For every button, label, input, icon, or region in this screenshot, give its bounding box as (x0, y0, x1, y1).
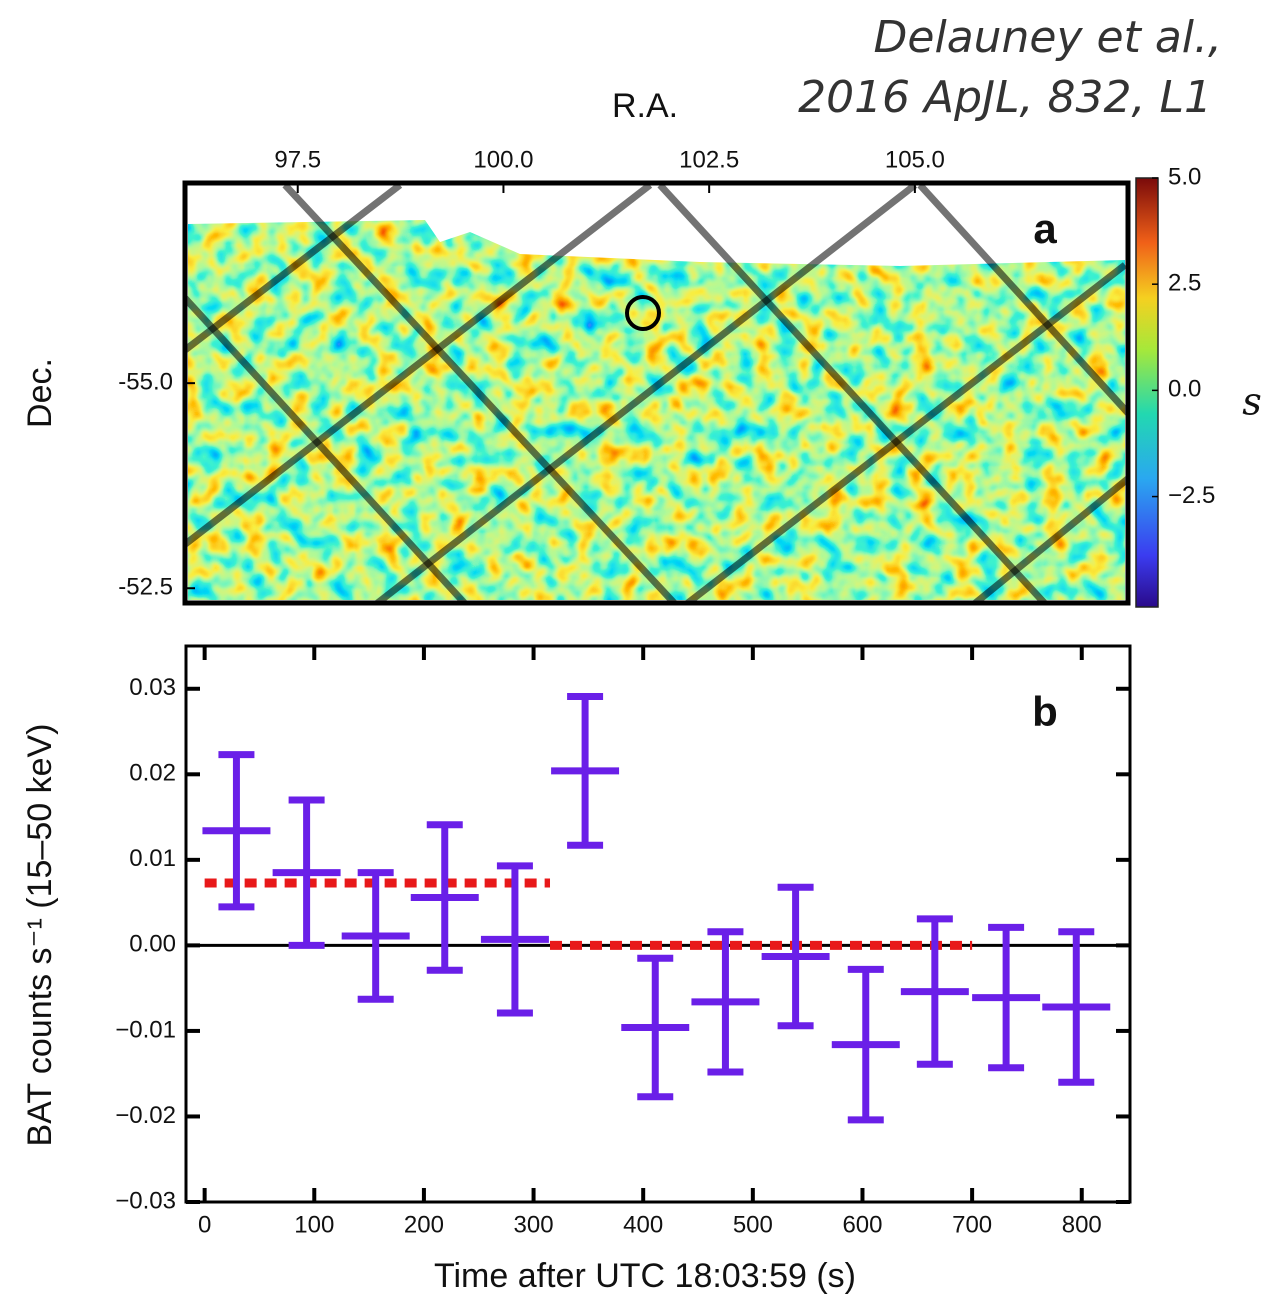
x-tick-label: 200 (404, 1211, 444, 1238)
colorbar-label: s (1242, 380, 1262, 424)
x-tick-label: 105.0 (885, 146, 945, 173)
y-tick-label: −0.01 (115, 1016, 176, 1043)
y-tick-label: 0.03 (129, 674, 176, 701)
y-axis-label: Dec. (21, 358, 59, 428)
sky-map (185, 177, 1159, 608)
colorbar-tick-label: 2.5 (1168, 270, 1201, 297)
colorbar (1135, 177, 1159, 608)
colorbar-tick-label: 0.0 (1168, 376, 1201, 403)
y-tick-label: -52.5 (118, 574, 173, 601)
y-tick-label: −0.03 (115, 1187, 176, 1214)
panel-label: b (1032, 688, 1058, 735)
x-tick-label: 800 (1062, 1211, 1102, 1238)
frame (184, 644, 1132, 1204)
x-tick-label: 500 (733, 1211, 773, 1238)
x-axis-label: R.A. (612, 87, 678, 125)
y-tick-label: −0.02 (115, 1102, 176, 1129)
x-tick-label: 97.5 (274, 146, 321, 173)
panel-label: a (1033, 205, 1057, 252)
y-axis-label: BAT counts s⁻¹ (15–50 keV) (21, 724, 59, 1147)
y-tick-label: 0.02 (129, 760, 176, 787)
colorbar-tick-label: 5.0 (1168, 163, 1201, 190)
x-tick-label: 100.0 (473, 146, 533, 173)
x-tick-label: 700 (952, 1211, 992, 1238)
y-tick-label: 0.00 (129, 931, 176, 958)
x-tick-label: 600 (842, 1211, 882, 1238)
x-tick-label: 100 (294, 1211, 334, 1238)
x-tick-label: 400 (623, 1211, 663, 1238)
x-axis-label: Time after UTC 18:03:59 (s) (434, 1257, 856, 1295)
colorbar-tick-label: −2.5 (1168, 482, 1215, 509)
y-tick-label: -55.0 (118, 369, 173, 396)
frame (182, 180, 1131, 606)
x-tick-label: 0 (198, 1211, 211, 1238)
coordinate-grid (185, 183, 1128, 603)
x-tick-label: 102.5 (679, 146, 739, 173)
citation: 2016 ApJL, 832, L1 (798, 72, 1212, 123)
citation: Delauney et al., (874, 12, 1222, 63)
significance-map (188, 220, 1125, 600)
x-tick-label: 300 (514, 1211, 554, 1238)
fit-line (204, 878, 973, 950)
y-tick-label: 0.01 (129, 845, 176, 872)
source-marker (625, 295, 661, 331)
